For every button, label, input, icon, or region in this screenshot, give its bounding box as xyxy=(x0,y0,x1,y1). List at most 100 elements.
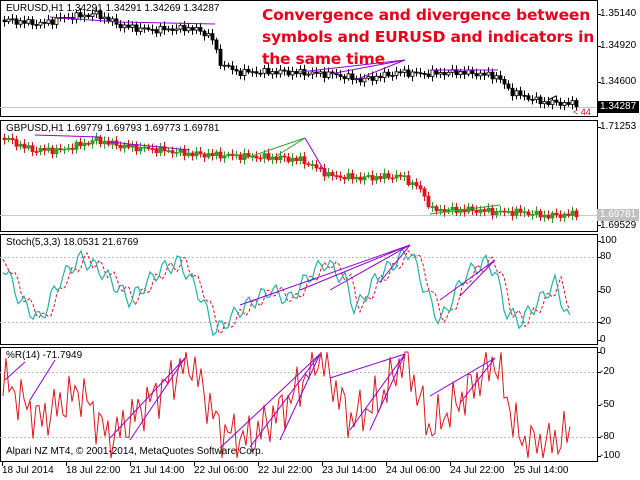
candle-body xyxy=(26,145,31,149)
candle-body xyxy=(282,69,287,72)
candle-body xyxy=(358,78,363,83)
candle-body xyxy=(218,151,223,159)
divergence-line xyxy=(379,244,411,283)
candle-body xyxy=(34,151,39,153)
stoch-scale-label: 80 xyxy=(600,251,612,262)
candle-body xyxy=(478,209,483,213)
candle-body xyxy=(206,33,211,37)
candle-body xyxy=(186,152,191,156)
candle-body xyxy=(254,155,259,159)
candle-body xyxy=(482,209,487,212)
candle-body xyxy=(550,212,555,219)
wpr-scale-label: -80 xyxy=(600,431,615,442)
candle-body xyxy=(478,72,483,77)
eurusd-pane-header: EURUSD,H1 1.34291 1.34291 1.34269 1.3428… xyxy=(6,3,220,14)
candle-body xyxy=(138,27,143,32)
candle-body xyxy=(86,142,91,145)
candle-body xyxy=(102,140,107,145)
candle-body xyxy=(18,143,23,147)
candle-body xyxy=(322,71,327,78)
candle-body xyxy=(498,75,503,80)
stoch-signal-line xyxy=(2,249,571,334)
divergence-line xyxy=(109,141,191,151)
divergence-line xyxy=(459,357,496,404)
stoch-scale-label: 50 xyxy=(600,285,612,296)
candle-body xyxy=(150,29,155,31)
candle-body xyxy=(346,73,351,80)
time-axis-label: 23 Jul 14:00 xyxy=(322,465,377,476)
candle-body xyxy=(246,153,251,157)
candle-body xyxy=(222,64,227,67)
candle-body xyxy=(106,140,111,145)
williams-r-line xyxy=(2,351,571,459)
candle-body xyxy=(334,175,339,178)
candle-body xyxy=(530,99,535,101)
eurusd-scale-label: 1.34600 xyxy=(600,76,637,87)
candle-body xyxy=(190,152,195,157)
candle-body xyxy=(242,153,247,160)
time-axis-label: 21 Jul 14:00 xyxy=(130,465,185,476)
divergence-line xyxy=(329,244,411,291)
candle-body xyxy=(394,71,399,76)
candle-body xyxy=(534,210,539,215)
candle-body xyxy=(542,101,547,105)
candle-body xyxy=(294,71,299,75)
candle-body xyxy=(530,213,535,216)
candle-body xyxy=(166,150,171,153)
candle-body xyxy=(254,71,259,74)
candle-body xyxy=(286,70,291,76)
candle-body xyxy=(62,148,67,151)
candle-body xyxy=(82,142,87,147)
candle-body xyxy=(238,154,243,160)
candle-body xyxy=(426,195,431,208)
candle-body xyxy=(142,27,147,30)
candle-body xyxy=(502,210,507,213)
candle-body xyxy=(522,211,527,214)
wpr-scale-label: -100 xyxy=(600,450,621,461)
divergence-line xyxy=(249,353,321,448)
candle-body xyxy=(494,75,499,80)
candle-body xyxy=(450,206,455,211)
candle-body xyxy=(90,140,95,145)
candle-body xyxy=(510,87,515,97)
candle-body xyxy=(302,69,307,76)
candle-body xyxy=(474,209,479,213)
candle-body xyxy=(562,213,567,218)
candle-body xyxy=(282,155,287,158)
candle-body xyxy=(486,71,491,76)
candle-body xyxy=(226,64,231,67)
candle-body xyxy=(118,23,123,29)
candle-body xyxy=(98,10,103,20)
candle-body xyxy=(38,21,43,26)
candle-body xyxy=(10,138,15,140)
candle-body xyxy=(526,95,531,100)
divergence-line xyxy=(239,137,306,161)
candle-body xyxy=(362,77,367,83)
candle-body xyxy=(190,27,195,31)
candle-body xyxy=(410,71,415,77)
candle-body xyxy=(510,211,515,216)
gbpusd-pane-header: GBPUSD,H1 1.69779 1.69793 1.69773 1.6978… xyxy=(6,123,220,134)
candle-body xyxy=(174,28,179,31)
eurusd-scale-label: 1.34920 xyxy=(600,40,637,51)
candle-body xyxy=(410,182,415,185)
divergence-line xyxy=(109,357,186,439)
candle-body xyxy=(542,214,547,218)
divergence-line xyxy=(129,357,186,441)
candle-body xyxy=(342,176,347,180)
stoch-main-line xyxy=(2,247,571,337)
divergence-line xyxy=(117,21,216,25)
candle-body xyxy=(554,212,559,216)
candle-body xyxy=(570,100,575,105)
candle-body xyxy=(422,73,427,75)
candle-body xyxy=(154,29,159,34)
candle-body xyxy=(482,72,487,76)
candle-body xyxy=(186,27,191,32)
candle-body xyxy=(162,25,167,31)
time-axis-label: 24 Jul 22:00 xyxy=(450,465,505,476)
candle-body xyxy=(330,172,335,177)
divergence-line xyxy=(219,353,321,449)
candle-body xyxy=(458,71,463,76)
time-axis-label: 18 Jul 2014 xyxy=(2,465,54,476)
